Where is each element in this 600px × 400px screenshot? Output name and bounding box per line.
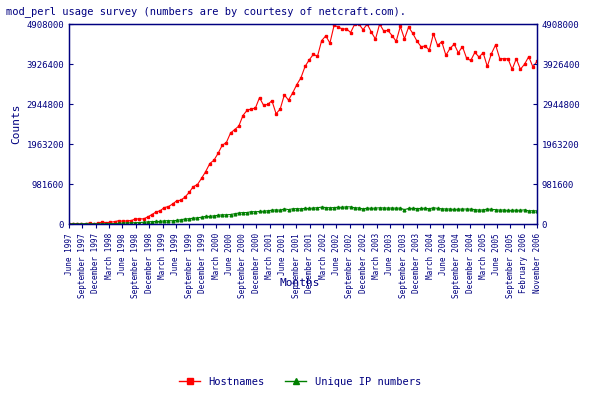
Unique IP numbers [74, 222, 81, 226]
Y-axis label: Counts: Counts [11, 104, 21, 144]
Unique IP numbers [252, 210, 259, 214]
Hostnames [372, 37, 379, 42]
Unique IP numbers [376, 206, 383, 210]
Legend: Hostnames, Unique IP numbers: Hostnames, Unique IP numbers [175, 372, 425, 391]
Unique IP numbers [65, 222, 73, 226]
Text: mod_perl usage survey (numbers are by courtesy of netcraft.com).: mod_perl usage survey (numbers are by co… [6, 6, 406, 17]
Line: Unique IP numbers: Unique IP numbers [68, 206, 538, 225]
Unique IP numbers [533, 208, 541, 213]
Unique IP numbers [430, 205, 437, 210]
Hostnames [533, 59, 541, 64]
Text: Months: Months [280, 278, 320, 288]
Hostnames [65, 222, 73, 226]
Line: Hostnames: Hostnames [68, 23, 538, 225]
Unique IP numbers [198, 215, 205, 220]
Hostnames [194, 182, 201, 187]
Hostnames [426, 48, 433, 52]
Unique IP numbers [202, 214, 209, 219]
Hostnames [119, 219, 127, 224]
Hostnames [248, 106, 255, 111]
Hostnames [351, 22, 358, 26]
Hostnames [198, 176, 205, 181]
Unique IP numbers [343, 204, 350, 209]
Unique IP numbers [124, 220, 131, 225]
